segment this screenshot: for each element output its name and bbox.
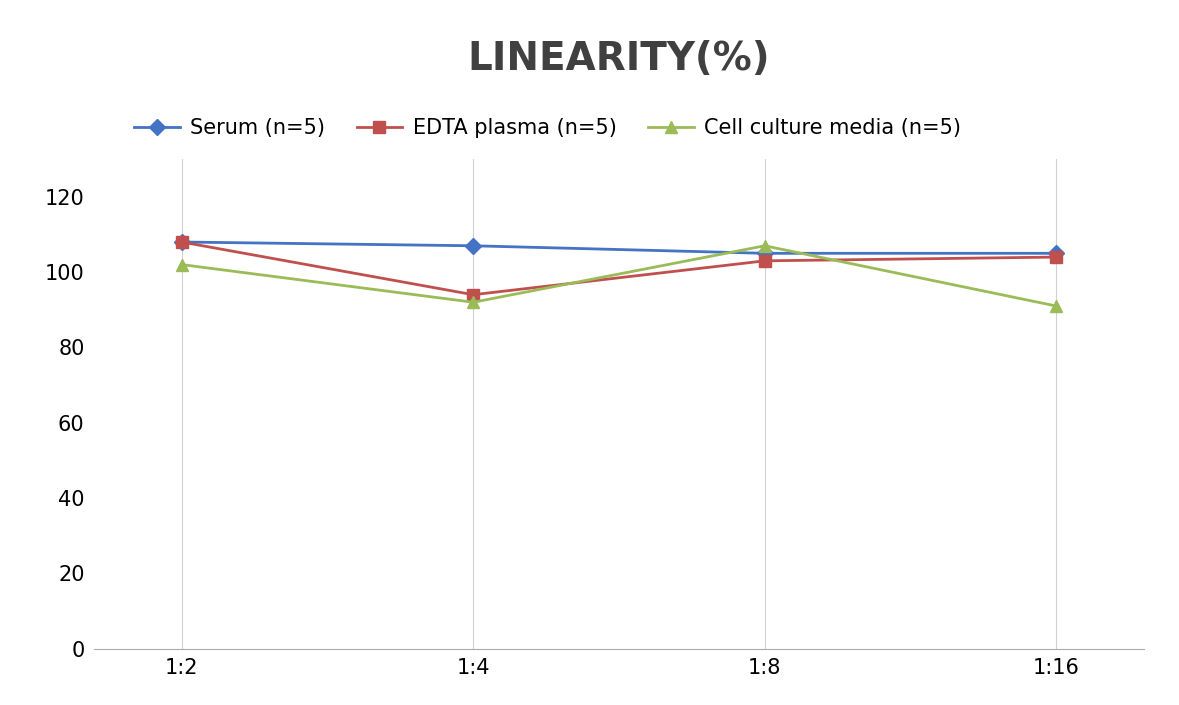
EDTA plasma (n=5): [758, 257, 772, 265]
Line: Serum (n=5): Serum (n=5): [176, 236, 1062, 259]
Legend: Serum (n=5), EDTA plasma (n=5), Cell culture media (n=5): Serum (n=5), EDTA plasma (n=5), Cell cul…: [126, 109, 969, 146]
Line: EDTA plasma (n=5): EDTA plasma (n=5): [176, 236, 1062, 300]
Text: LINEARITY(%): LINEARITY(%): [468, 39, 770, 78]
EDTA plasma (n=5): [1049, 253, 1063, 262]
Cell culture media (n=5): [174, 260, 189, 269]
Cell culture media (n=5): [466, 298, 480, 307]
Line: Cell culture media (n=5): Cell culture media (n=5): [176, 240, 1062, 312]
EDTA plasma (n=5): [174, 238, 189, 246]
EDTA plasma (n=5): [466, 290, 480, 299]
Serum (n=5): [174, 238, 189, 246]
Serum (n=5): [1049, 249, 1063, 257]
Serum (n=5): [466, 242, 480, 250]
Cell culture media (n=5): [758, 242, 772, 250]
Cell culture media (n=5): [1049, 302, 1063, 310]
Serum (n=5): [758, 249, 772, 257]
